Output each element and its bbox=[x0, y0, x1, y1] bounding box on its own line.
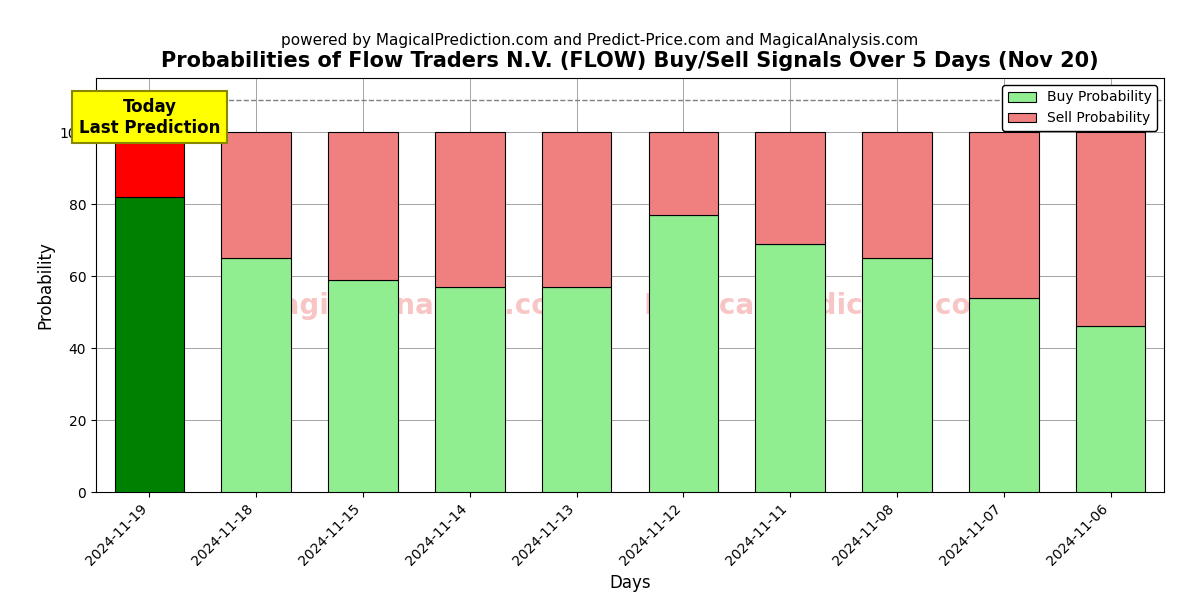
Bar bbox=[1076, 326, 1145, 492]
Bar bbox=[970, 132, 1038, 298]
Bar bbox=[756, 244, 824, 492]
X-axis label: Days: Days bbox=[610, 574, 650, 592]
Bar bbox=[863, 132, 931, 258]
Bar bbox=[542, 287, 611, 492]
Bar bbox=[863, 258, 931, 492]
Bar bbox=[970, 298, 1038, 492]
Bar bbox=[329, 132, 397, 280]
Title: Probabilities of Flow Traders N.V. (FLOW) Buy/Sell Signals Over 5 Days (Nov 20): Probabilities of Flow Traders N.V. (FLOW… bbox=[161, 51, 1099, 71]
Bar bbox=[222, 132, 290, 258]
Bar bbox=[115, 132, 184, 197]
Bar bbox=[542, 132, 611, 287]
Bar bbox=[115, 197, 184, 492]
Bar bbox=[329, 280, 397, 492]
Text: powered by MagicalPrediction.com and Predict-Price.com and MagicalAnalysis.com: powered by MagicalPrediction.com and Pre… bbox=[281, 33, 919, 48]
Y-axis label: Probability: Probability bbox=[36, 241, 54, 329]
Bar bbox=[649, 132, 718, 215]
Text: MagicalPrediction.com: MagicalPrediction.com bbox=[644, 292, 1001, 320]
Legend: Buy Probability, Sell Probability: Buy Probability, Sell Probability bbox=[1002, 85, 1157, 131]
Bar bbox=[222, 258, 290, 492]
Bar bbox=[1076, 132, 1145, 326]
Bar bbox=[649, 215, 718, 492]
Bar bbox=[756, 132, 824, 244]
Text: MagicalAnalysis.com: MagicalAnalysis.com bbox=[253, 292, 580, 320]
Bar bbox=[436, 132, 504, 287]
Bar bbox=[436, 287, 504, 492]
Text: Today
Last Prediction: Today Last Prediction bbox=[79, 98, 220, 137]
